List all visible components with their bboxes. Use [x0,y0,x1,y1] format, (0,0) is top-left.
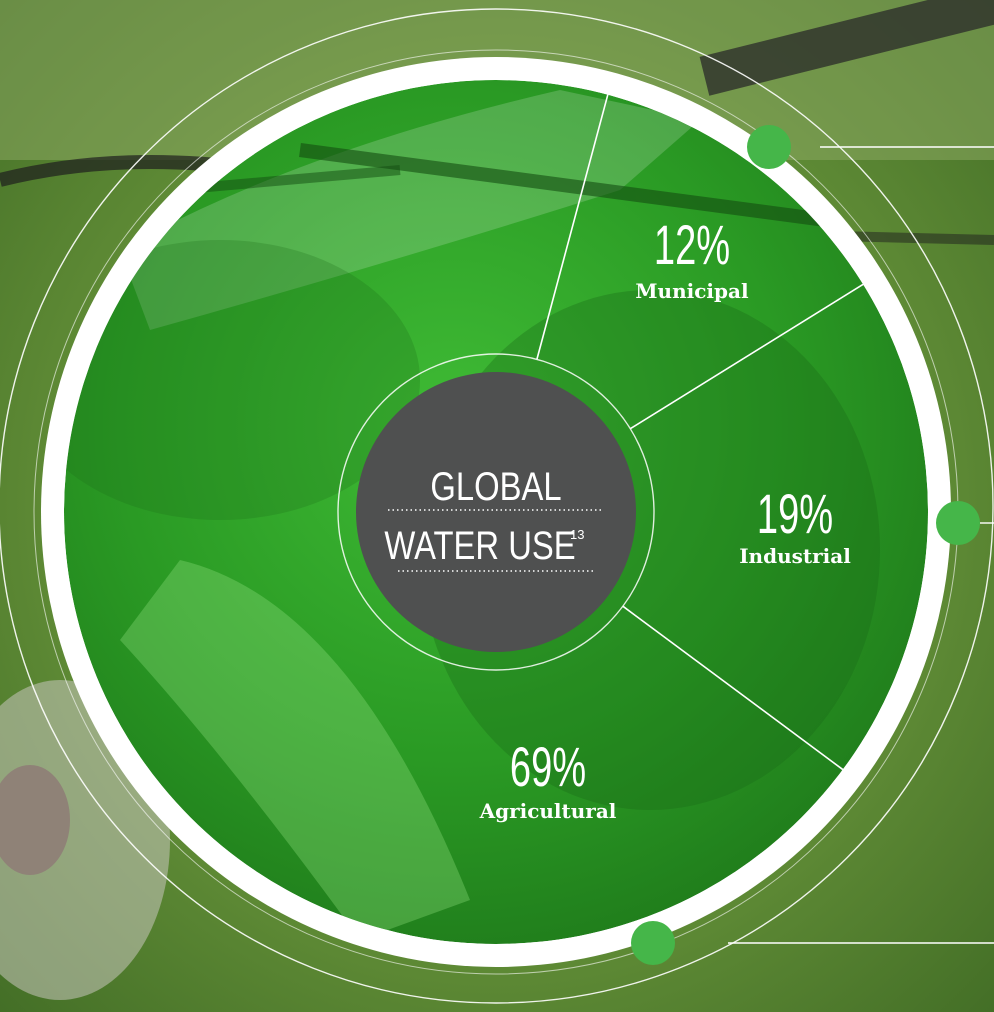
slice-value-industrial: 19% [757,484,833,546]
divider-industrial-agricultural [622,605,844,771]
marker-dot-top [747,125,791,169]
connector-lines [728,146,994,944]
slice-value-agricultural: 69% [510,737,586,799]
slice-dividers [536,94,864,771]
slice-label-industrial: Industrial [739,544,851,568]
slice-municipal: 12% Municipal [635,215,749,303]
center-title-line2-text: WATER USE [384,523,575,568]
slice-agricultural: 69% Agricultural [479,737,617,823]
slice-industrial: 19% Industrial [739,484,851,568]
marker-dot-bottom [631,921,675,965]
slice-value-municipal: 12% [654,215,730,277]
center-disc [356,372,636,652]
slice-label-municipal: Municipal [635,279,749,303]
divider-municipal-industrial [629,283,864,430]
marker-dot-right [936,501,980,545]
center-footnote: 13 [570,527,584,542]
center-title-line1: GLOBAL [430,464,561,509]
divider-start [536,94,609,360]
center-title-line2: WATER USE [384,523,575,568]
center-thin-ring [337,353,655,671]
slice-label-agricultural: Agricultural [479,799,617,823]
